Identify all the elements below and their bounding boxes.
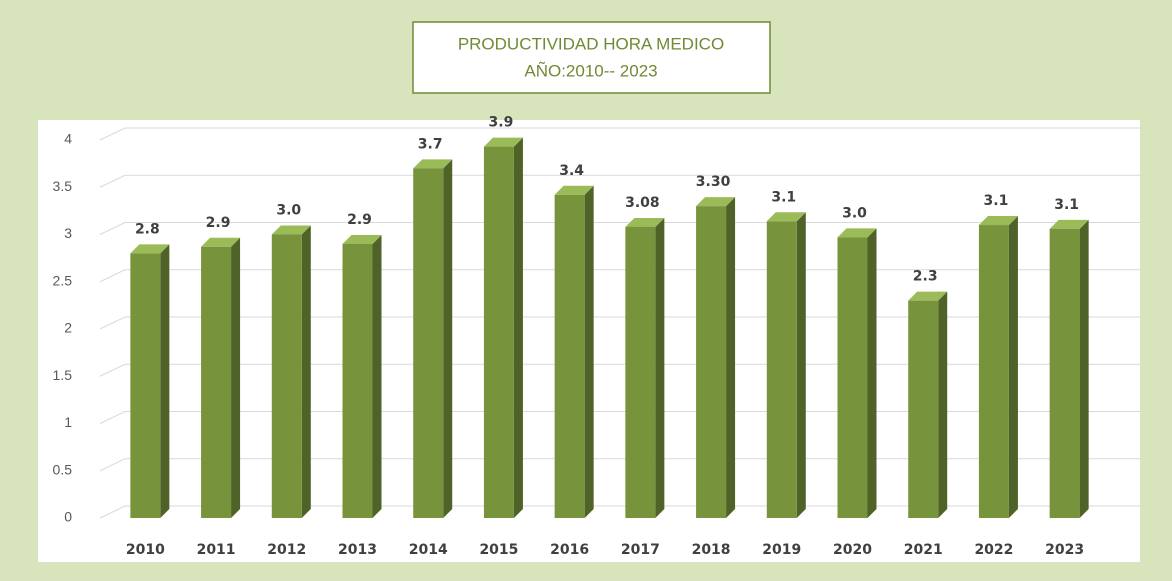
bar-top [625, 217, 665, 227]
bar-top [201, 237, 241, 247]
x-tick-label: 2019 [762, 542, 801, 558]
data-label: 3.9 [489, 115, 514, 131]
bar-side [1079, 219, 1089, 518]
x-tick-label: 2014 [409, 542, 448, 558]
grid-line [99, 127, 1140, 141]
data-label: 3.08 [625, 195, 660, 211]
bar-side [1008, 216, 1018, 519]
y-tick-label: 0 [64, 509, 72, 525]
data-label: 3.1 [984, 193, 1009, 209]
x-tick-label: 2010 [126, 542, 165, 558]
data-label: 2.3 [913, 269, 938, 285]
chart-subtitle: AÑO:2010-- 2023 [524, 61, 657, 80]
chart-title: PRODUCTIVIDAD HORA MEDICO [458, 34, 724, 53]
bar [908, 300, 939, 518]
bar-side [372, 234, 382, 518]
data-label: 3.30 [696, 174, 731, 190]
data-label: 3.1 [1054, 197, 1079, 213]
bar-top [1049, 219, 1089, 229]
bar [1049, 228, 1080, 518]
bar-top [766, 212, 806, 222]
bar [483, 146, 514, 519]
bar-side [231, 237, 241, 518]
bar-side [867, 228, 877, 518]
bar [837, 237, 868, 518]
bar-side [301, 225, 311, 518]
bar-top [413, 159, 453, 169]
x-tick-label: 2016 [550, 542, 589, 558]
data-label: 3.4 [559, 163, 584, 179]
bar-side [938, 291, 948, 518]
data-label: 3.0 [276, 203, 301, 219]
bar [130, 253, 161, 518]
bar-side [726, 197, 736, 518]
bar [978, 225, 1009, 519]
title-box [412, 21, 771, 94]
data-label: 2.9 [347, 212, 372, 228]
bar-top [271, 225, 311, 235]
y-tick-label: 0.5 [53, 461, 73, 477]
x-tick-label: 2022 [974, 542, 1013, 558]
data-label: 2.8 [135, 221, 160, 237]
bar [342, 243, 373, 518]
bar-side [796, 212, 806, 518]
y-tick-label: 3 [64, 225, 72, 241]
x-tick-label: 2023 [1045, 542, 1084, 558]
bar-top [908, 291, 948, 301]
bar-side [160, 244, 170, 518]
x-tick-label: 2012 [267, 542, 306, 558]
bar-top [554, 185, 594, 195]
bar-top [483, 137, 523, 147]
y-tick-label: 1.5 [53, 367, 73, 383]
y-tick-label: 2.5 [53, 272, 73, 288]
data-label: 3.0 [842, 205, 867, 221]
y-tick-label: 3.5 [53, 178, 73, 194]
bar-side [443, 159, 453, 518]
bar [201, 246, 232, 518]
x-tick-label: 2017 [621, 542, 660, 558]
y-tick-label: 1 [64, 414, 72, 430]
bar [696, 206, 727, 518]
bar-side [584, 185, 594, 518]
x-tick-label: 2020 [833, 542, 872, 558]
bar-side [513, 137, 523, 519]
x-tick-label: 2021 [904, 542, 943, 558]
y-tick-label: 2 [64, 320, 72, 336]
x-tick-label: 2018 [692, 542, 731, 558]
bar-top [342, 234, 382, 244]
y-tick-label: 4 [64, 131, 72, 147]
data-label: 3.7 [418, 136, 443, 152]
bar-top [978, 216, 1018, 226]
x-tick-label: 2013 [338, 542, 377, 558]
bar-top [837, 228, 877, 238]
bar-top [130, 244, 170, 254]
bar-side [655, 217, 665, 518]
data-label: 2.9 [206, 215, 231, 231]
bar [271, 234, 302, 518]
bar [625, 226, 656, 518]
x-tick-label: 2015 [479, 542, 518, 558]
bar [554, 194, 585, 518]
bar-top [696, 197, 736, 207]
bar [413, 168, 444, 518]
data-label: 3.1 [771, 189, 796, 205]
bar [766, 221, 797, 518]
x-tick-label: 2011 [197, 542, 236, 558]
grid-line [99, 174, 1140, 188]
